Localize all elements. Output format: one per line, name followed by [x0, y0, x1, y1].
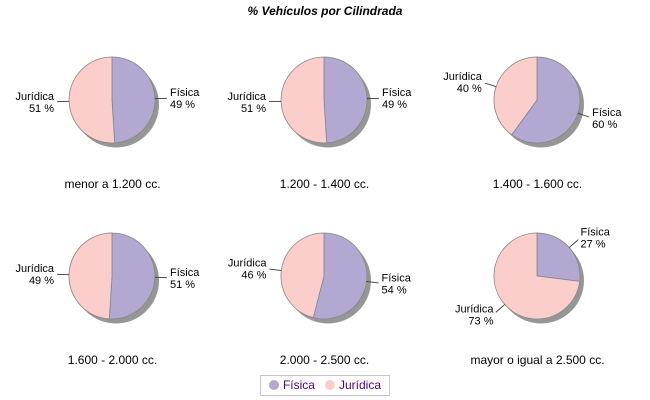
legend: Física Jurídica — [259, 375, 391, 396]
slice-label-fisica: Física 60 % — [592, 107, 622, 131]
pie-slice-fisica — [511, 56, 581, 144]
legend-item-fisica: Física — [268, 378, 315, 392]
pie-chart-4: Física 51 % Jurídica 49 % 1.600 - 2.000 cc. — [4, 200, 221, 376]
slice-label-juridica: Jurídica 51 % — [227, 91, 266, 115]
slice-label-juridica: Jurídica 49 % — [15, 263, 54, 287]
pie-slice-fisica — [323, 56, 368, 144]
pie-caption: 1.400 - 1.600 cc. — [492, 177, 583, 191]
pie-chart-1: Física 49 % Jurídica 51 % menor a 1.200 cc. — [4, 24, 221, 200]
pie-svg: Física 60 % Jurídica 40 % — [443, 56, 622, 148]
slice-label-fisica: Física 51 % — [170, 267, 200, 291]
slice-leader-line — [568, 239, 579, 248]
pie-slice-fisica — [536, 232, 581, 282]
chart-title: % Vehículos por Cilindrada — [247, 4, 403, 18]
slice-leader-line — [269, 268, 282, 272]
pie-chart-6: Física 27 % Jurídica 73 % mayor o igual a 2.… — [429, 200, 646, 376]
pie-slice-juridica — [493, 232, 581, 320]
pie-svg: Física 27 % Jurídica 73 % — [455, 227, 611, 328]
legend-label-fisica: Física — [282, 378, 315, 392]
slice-leader-line — [495, 304, 506, 313]
pie-caption: 1.600 - 2.000 cc. — [67, 353, 158, 367]
pie-caption: 2.000 - 2.500 cc. — [279, 353, 370, 367]
pie-svg: Física 49 % Jurídica 51 % — [227, 56, 412, 148]
legend-marker-juridica-icon — [324, 380, 335, 390]
pie-svg: Física 49 % Jurídica 51 % — [15, 56, 200, 148]
slice-label-fisica: Física 49 % — [170, 87, 200, 111]
slice-label-juridica: Jurídica 46 % — [228, 258, 267, 282]
slice-leader-line — [577, 112, 590, 118]
pie-chart-5: Física 54 % Jurídica 46 % 2.000 - 2.500 cc. — [216, 200, 433, 376]
pie-caption: menor a 1.200 cc. — [64, 177, 161, 191]
slice-label-fisica: Física 49 % — [382, 87, 412, 111]
pie-slice-fisica — [111, 56, 156, 144]
pie-slice-fisica — [312, 232, 368, 320]
pie-svg: Física 54 % Jurídica 46 % — [228, 232, 412, 324]
pie-svg: Física 51 % Jurídica 49 % — [15, 232, 200, 324]
pie-slice-fisica — [108, 232, 156, 320]
slice-label-juridica: Jurídica 40 % — [443, 71, 482, 95]
pie-slice-juridica — [280, 232, 325, 319]
slice-leader-line — [366, 280, 379, 284]
slice-label-fisica: Física 54 % — [382, 272, 412, 296]
pie-chart-3: Física 60 % Jurídica 40 % 1.400 - 1.600 cc. — [429, 24, 646, 200]
pie-caption: mayor o igual a 2.500 cc. — [470, 353, 605, 367]
pie-slice-juridica — [68, 56, 116, 144]
pie-slice-juridica — [493, 56, 538, 136]
pie-slice-juridica — [280, 56, 328, 144]
pie-caption: 1.200 - 1.400 cc. — [279, 177, 370, 191]
pie-slice-juridica — [68, 232, 113, 320]
slice-label-fisica: Física 27 % — [581, 227, 611, 251]
legend-label-juridica: Jurídica — [338, 378, 382, 392]
legend-item-juridica: Jurídica — [324, 378, 382, 392]
slice-label-juridica: Jurídica 73 % — [455, 303, 494, 327]
pie-chart-2: Física 49 % Jurídica 51 % 1.200 - 1.400 cc. — [216, 24, 433, 200]
slice-leader-line — [484, 82, 497, 88]
legend-marker-fisica-icon — [268, 380, 279, 390]
slice-label-juridica: Jurídica 51 % — [15, 91, 54, 115]
